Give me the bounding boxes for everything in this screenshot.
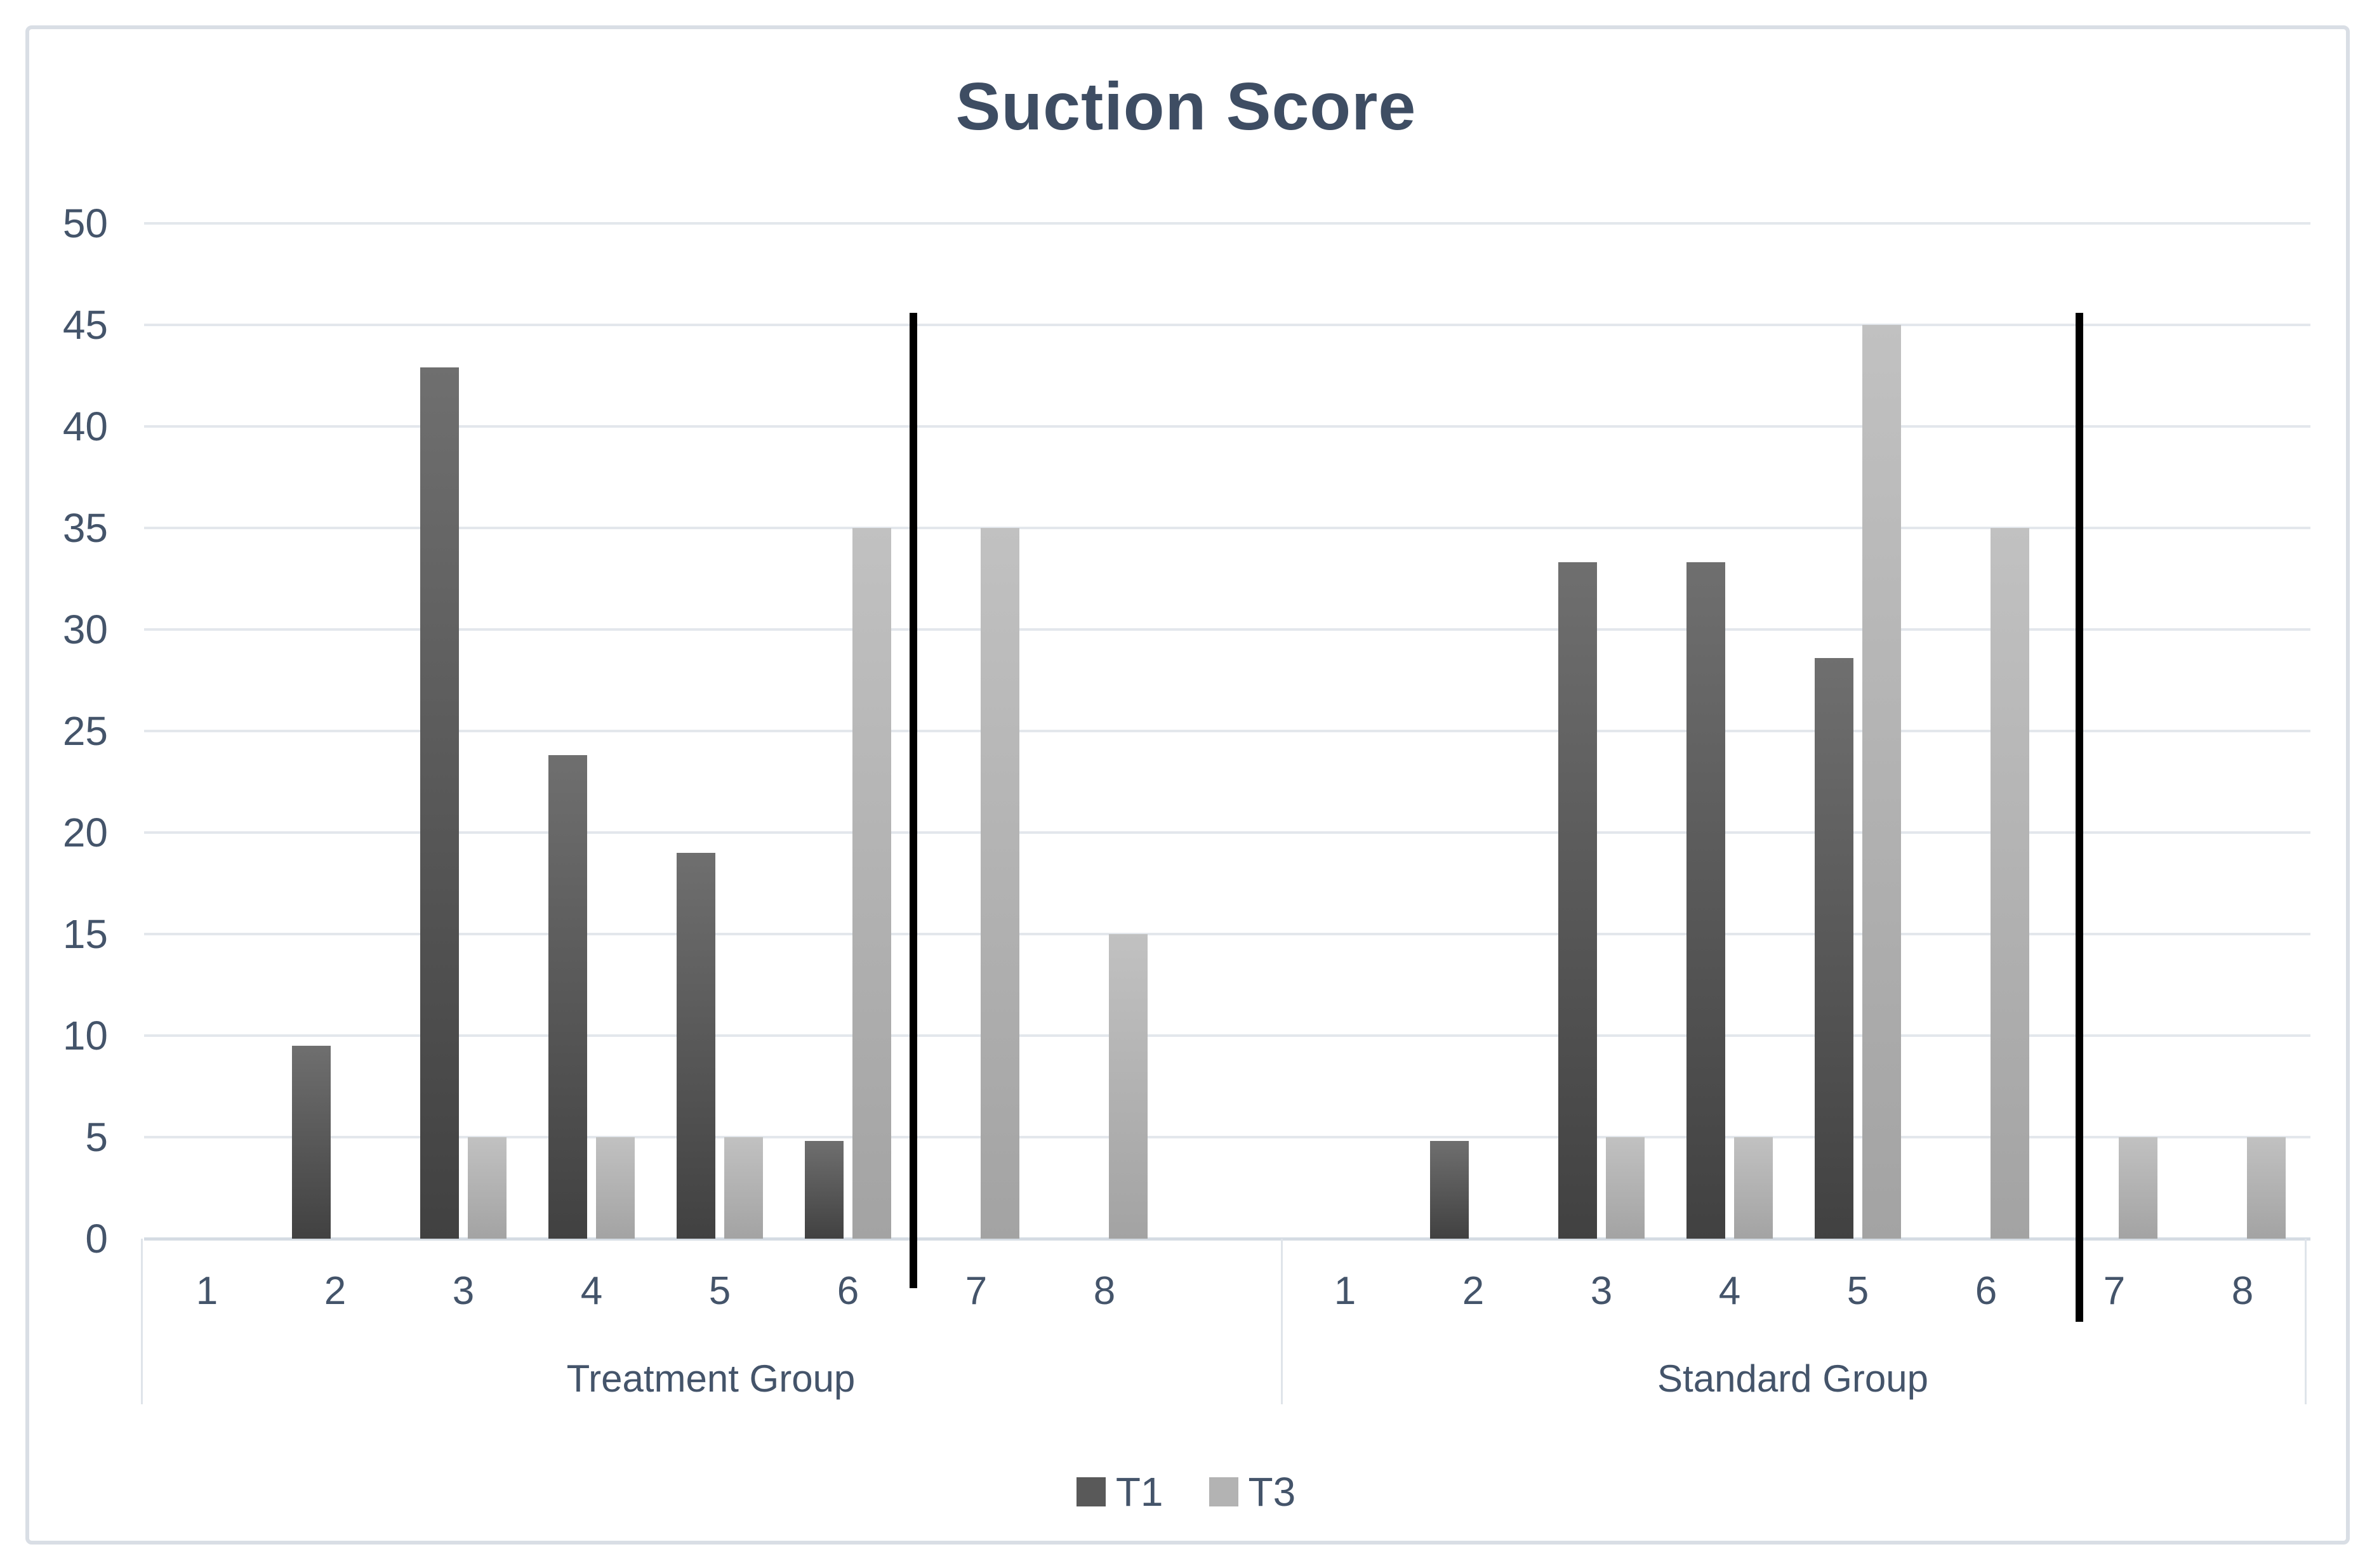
axis-band-separator — [141, 1239, 143, 1404]
x-category-label: 6 — [1975, 1269, 1998, 1313]
annotation-divider-line — [2076, 313, 2083, 1322]
gridline-5 — [144, 1136, 2310, 1138]
bar-treatment-group-cat8-t3 — [1109, 934, 1148, 1239]
bar-treatment-group-cat6-t1 — [805, 1141, 844, 1239]
x-category-label: 6 — [837, 1269, 859, 1313]
y-axis-tick-label: 0 — [85, 1216, 108, 1262]
gridline-35 — [144, 527, 2310, 529]
y-axis-tick-label: 10 — [62, 1013, 108, 1058]
x-category-label: 2 — [324, 1269, 347, 1313]
bar-treatment-group-cat2-t1 — [292, 1046, 331, 1239]
x-category-label: 8 — [1093, 1269, 1116, 1313]
legend-label-t1: T1 — [1115, 1469, 1163, 1515]
x-category-label: 3 — [1590, 1269, 1613, 1313]
bar-treatment-group-cat5-t3 — [724, 1137, 763, 1239]
x-category-label: 3 — [452, 1269, 475, 1313]
bar-standard-group-cat3-t1 — [1558, 562, 1597, 1239]
legend: T1 T3 — [0, 1469, 2372, 1515]
x-category-label: 8 — [2231, 1269, 2254, 1313]
bar-standard-group-cat4-t1 — [1686, 562, 1725, 1239]
x-category-label: 7 — [965, 1269, 988, 1313]
x-category-label: 7 — [2103, 1269, 2126, 1313]
y-axis-tick-label: 45 — [62, 302, 108, 348]
x-category-label: 5 — [1846, 1269, 1869, 1313]
x-category-label: 1 — [195, 1269, 218, 1313]
gridline-30 — [144, 628, 2310, 631]
bar-standard-group-cat3-t3 — [1606, 1137, 1645, 1239]
gridline-10 — [144, 1034, 2310, 1037]
gridline-45 — [144, 324, 2310, 326]
gridline-15 — [144, 933, 2310, 935]
x-category-label: 5 — [708, 1269, 731, 1313]
y-axis-tick-label: 30 — [62, 607, 108, 652]
x-category-label: 4 — [580, 1269, 603, 1313]
legend-label-t3: T3 — [1248, 1469, 1296, 1515]
bar-standard-group-cat2-t1 — [1430, 1141, 1469, 1239]
bar-treatment-group-cat5-t1 — [677, 853, 715, 1239]
annotation-divider-line — [910, 313, 917, 1288]
bar-standard-group-cat6-t3 — [1991, 528, 2029, 1239]
y-axis-tick-label: 50 — [62, 201, 108, 246]
legend-swatch-t3 — [1209, 1477, 1238, 1506]
x-axis-line — [144, 1237, 2310, 1241]
chart-title: Suction Score — [955, 69, 1417, 144]
y-axis-tick-label: 5 — [85, 1114, 108, 1160]
gridline-40 — [144, 425, 2310, 428]
y-axis-tick-label: 20 — [62, 810, 108, 855]
y-axis-tick-label: 40 — [62, 404, 108, 449]
bar-standard-group-cat7-t3 — [2119, 1137, 2157, 1239]
bar-standard-group-cat8-t3 — [2247, 1137, 2286, 1239]
x-category-label: 4 — [1718, 1269, 1741, 1313]
bar-standard-group-cat5-t1 — [1815, 657, 1853, 1239]
bar-treatment-group-cat3-t1 — [420, 367, 459, 1239]
gridline-25 — [144, 730, 2310, 732]
axis-band-separator — [1281, 1239, 1283, 1404]
x-category-label: 2 — [1462, 1269, 1485, 1313]
gridline-20 — [144, 831, 2310, 834]
legend-swatch-t1 — [1076, 1477, 1106, 1506]
gridline-50 — [144, 222, 2310, 225]
x-group-label: Standard Group — [1657, 1357, 1928, 1400]
bar-treatment-group-cat6-t3 — [852, 528, 891, 1239]
bar-treatment-group-cat7-t3 — [981, 528, 1019, 1239]
x-group-label: Treatment Group — [566, 1357, 856, 1400]
bar-treatment-group-cat4-t1 — [548, 755, 587, 1239]
y-axis-tick-label: 25 — [62, 708, 108, 754]
bar-standard-group-cat5-t3 — [1862, 325, 1901, 1239]
x-category-label: 1 — [1334, 1269, 1356, 1313]
y-axis-tick-label: 15 — [62, 911, 108, 957]
bar-standard-group-cat4-t3 — [1734, 1137, 1773, 1239]
y-axis-tick-label: 35 — [62, 505, 108, 551]
bar-treatment-group-cat3-t3 — [468, 1137, 507, 1239]
axis-band-separator — [2305, 1239, 2307, 1404]
bar-treatment-group-cat4-t3 — [596, 1137, 635, 1239]
